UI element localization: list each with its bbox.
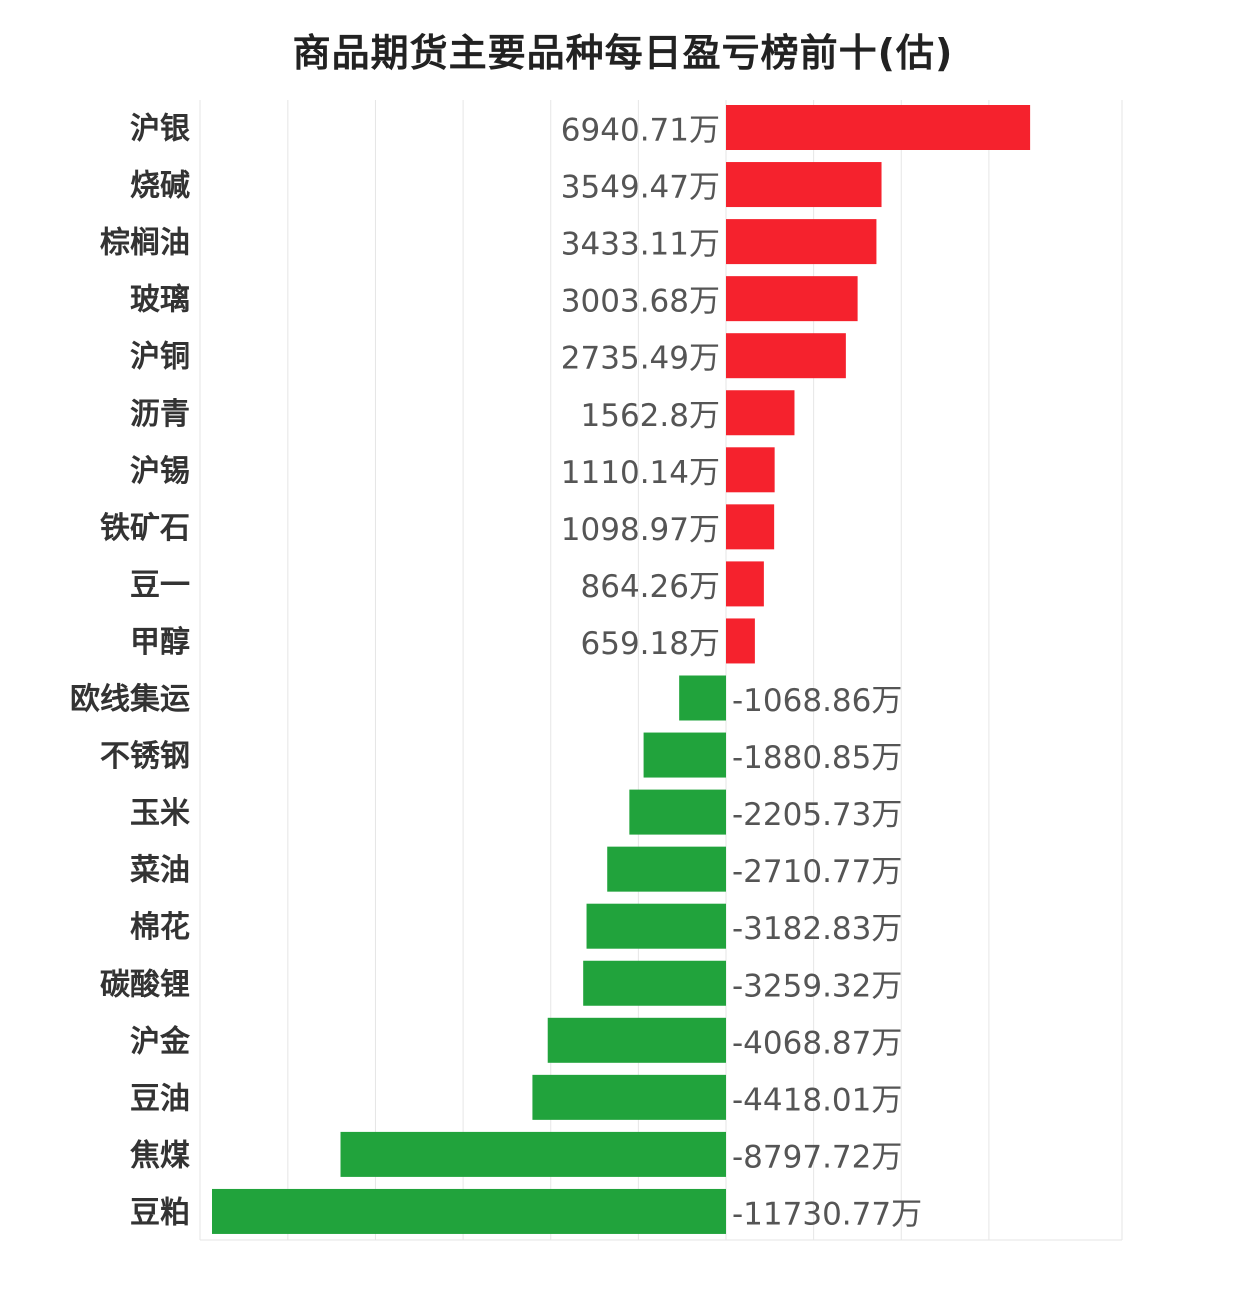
chart-title: 商品期货主要品种每日盈亏榜前十(估) (292, 31, 954, 75)
data-label: 659.18万 (581, 626, 720, 662)
data-label: -2205.73万 (732, 797, 902, 833)
data-label: -2710.77万 (732, 854, 902, 890)
data-label: 3003.68万 (561, 284, 720, 320)
category-label: 不锈钢 (100, 739, 190, 774)
data-label: 1562.8万 (581, 398, 720, 434)
bar (340, 1131, 726, 1177)
bar (586, 903, 726, 949)
bar (532, 1074, 726, 1120)
category-label: 玉米 (130, 796, 190, 831)
data-label: 864.26万 (581, 569, 720, 605)
category-label: 豆一 (130, 568, 190, 603)
bar (679, 675, 726, 721)
category-label: 欧线集运 (70, 682, 190, 717)
category-label: 甲醇 (130, 625, 190, 660)
data-label: -1880.85万 (732, 740, 902, 776)
bar (726, 561, 764, 607)
category-label: 棉花 (130, 910, 190, 945)
bar (726, 333, 846, 379)
bar (726, 105, 1031, 150)
data-label: -3259.32万 (732, 968, 902, 1004)
data-label: 1098.97万 (561, 512, 720, 548)
category-label: 沪铜 (130, 340, 190, 375)
bar (583, 960, 726, 1006)
category-label: 焦煤 (130, 1138, 190, 1173)
category-label: 沪锡 (130, 454, 190, 489)
bar (547, 1017, 726, 1063)
grid-lines (199, 100, 1123, 1241)
data-label: 2735.49万 (561, 341, 720, 377)
bar (726, 162, 882, 208)
data-label: -4418.01万 (732, 1082, 902, 1118)
data-label: -11730.77万 (732, 1196, 922, 1232)
bar (726, 219, 877, 265)
bar (726, 504, 775, 550)
category-label: 碳酸锂 (100, 967, 190, 1002)
bar (643, 732, 726, 778)
bar (629, 789, 726, 835)
category-label: 沪金 (130, 1024, 191, 1059)
bar (726, 618, 755, 664)
category-label: 铁矿石 (100, 511, 190, 546)
category-label: 菜油 (130, 853, 190, 888)
category-label: 烧碱 (130, 169, 190, 204)
data-label: 6940.71万 (561, 113, 720, 149)
bar (607, 846, 726, 892)
category-label: 沪银 (130, 112, 190, 147)
bars (212, 105, 1031, 1234)
bar (726, 390, 795, 436)
category-label: 沥青 (130, 397, 190, 432)
data-label: -1068.86万 (732, 683, 902, 719)
data-label: -4068.87万 (732, 1025, 902, 1061)
category-label: 豆粕 (130, 1195, 190, 1230)
data-label: 3549.47万 (561, 170, 720, 206)
data-label: -3182.83万 (732, 911, 902, 947)
data-label: -8797.72万 (732, 1139, 902, 1175)
category-label: 玻璃 (130, 283, 190, 318)
data-label: 1110.14万 (561, 455, 720, 491)
bar (726, 276, 858, 322)
category-label: 棕榈油 (100, 226, 190, 261)
bar (212, 1188, 726, 1234)
data-label: 3433.11万 (561, 227, 720, 263)
category-label: 豆油 (130, 1081, 190, 1116)
bar (726, 447, 775, 493)
